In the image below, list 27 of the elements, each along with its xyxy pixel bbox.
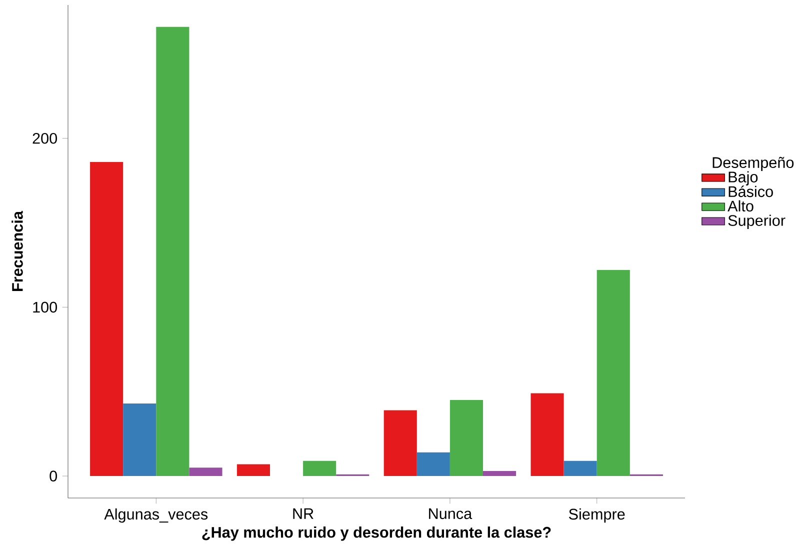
y-axis-title: Frecuencia	[12, 210, 23, 291]
x-tick-label: Siempre	[568, 508, 625, 523]
x-tick-label: Nunca	[429, 508, 472, 520]
x-tick-label: Algunas_veces	[104, 508, 208, 523]
legend-title: Desempeño	[712, 156, 794, 172]
bar	[123, 403, 156, 476]
legend-label: Bajo	[728, 171, 758, 186]
bar	[189, 468, 222, 476]
bar	[384, 410, 417, 476]
y-tick-label: 200	[32, 132, 57, 144]
y-tick-label: 0	[50, 470, 57, 482]
bar	[90, 162, 124, 476]
y-tick-label: 100	[33, 302, 57, 313]
bar	[156, 26, 190, 476]
bar	[530, 393, 564, 476]
bar	[483, 470, 516, 476]
legend-label: Alto	[728, 200, 754, 212]
x-tick-label: NR	[293, 508, 314, 519]
bar	[416, 452, 450, 476]
bar	[303, 460, 336, 476]
bar	[596, 270, 630, 476]
bar	[450, 400, 484, 476]
legend-label: Superior	[728, 214, 786, 229]
legend-label: Básico	[728, 186, 773, 198]
bar	[564, 460, 597, 476]
x-axis-title: ¿Hay mucho ruido y desorden durante la clase?	[202, 526, 551, 541]
bar	[236, 464, 270, 476]
